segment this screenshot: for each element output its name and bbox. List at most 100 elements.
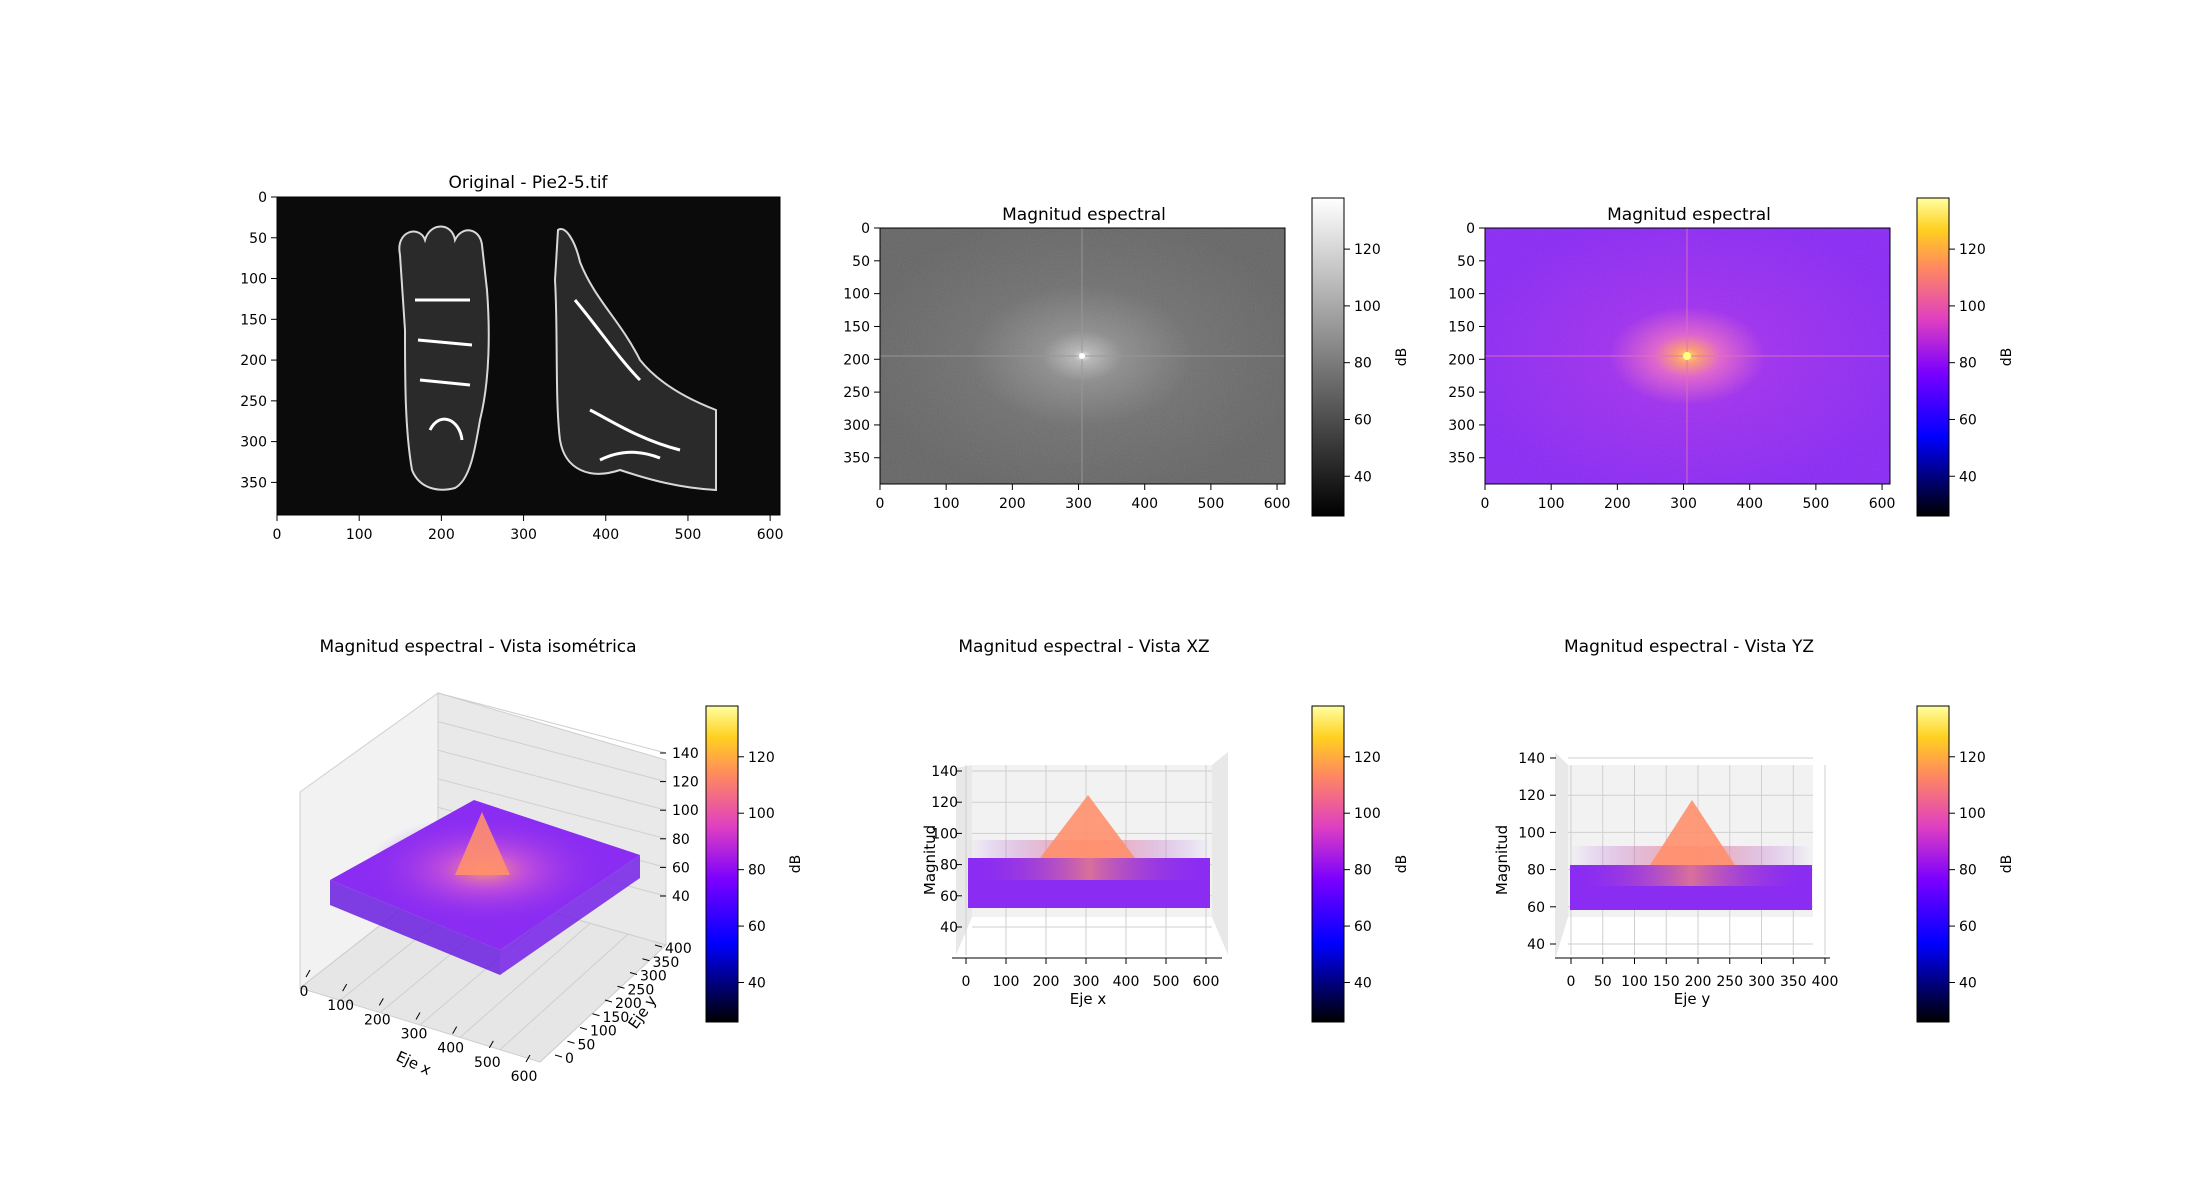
- yz-y-tick-label: 350: [1780, 974, 1807, 990]
- xz-z-tick-label: 40: [940, 920, 958, 936]
- xz-z-tick-label: 60: [940, 889, 958, 905]
- y-tick-label: 100: [1448, 287, 1475, 303]
- xz-x-tick-label: 500: [1153, 974, 1180, 990]
- y-tick-label: 350: [843, 451, 870, 467]
- iso-z-tick-label: 140: [672, 746, 699, 762]
- y-axis-ticks-original: 0 50 100 150 200 250 300 350: [240, 190, 277, 491]
- iso-gridline-x: [499, 933, 629, 1051]
- iso-x-tick: [415, 1012, 421, 1020]
- yz-z-tick-label: 80: [1527, 863, 1545, 879]
- x-axis-ticks-original: 0 100 200 300 400 500 600: [273, 515, 784, 543]
- iso-gridline-x: [539, 944, 667, 1063]
- spectrum-color-peak: [1683, 352, 1691, 360]
- x-tick-label: 500: [675, 527, 702, 543]
- colorbar-gradient: [705, 705, 739, 1023]
- colorbar-tick-label: 80: [1959, 863, 1977, 879]
- colorbar-label: dB: [788, 855, 804, 874]
- colorbar-tick-label: 80: [1354, 863, 1372, 879]
- x-tick-label: 300: [1065, 496, 1092, 512]
- iso-x-tick-label: 100: [327, 998, 354, 1014]
- iso-x-tick-label: 300: [401, 1027, 428, 1043]
- iso-surface-peak: [455, 812, 510, 875]
- colorbar-label: dB: [1394, 855, 1410, 874]
- iso-y-tick: [654, 944, 663, 948]
- colorbar-isometric: 40 60 80 100 120 dB: [705, 705, 804, 1023]
- x-tick-label: 200: [999, 496, 1026, 512]
- panel-title-color: Magnitud espectral: [1607, 205, 1771, 225]
- colorbar-gradient: [1916, 705, 1950, 1023]
- surface-isometric-panel: Magnitud espectral - Vista isométrica 0 1…: [298, 637, 804, 1085]
- colorbar-tick-label: 80: [748, 863, 766, 879]
- x-tick-label: 500: [1803, 496, 1830, 512]
- iso-x-tick: [488, 1040, 494, 1049]
- iso-gridline-z: [437, 692, 667, 754]
- colorbar-gradient: [1916, 197, 1950, 517]
- iso-y-tick-label: 0: [565, 1051, 574, 1067]
- iso-axis-ticks: 0100200300400500600050100150200250300350…: [300, 746, 699, 1085]
- surface-xz-panel: Magnitud espectral - Vista XZ 0 100 200 300…: [921, 637, 1410, 1023]
- yz-y-tick-label: 250: [1716, 974, 1743, 990]
- iso-y-tick: [567, 1040, 575, 1044]
- x-tick-label: 400: [1131, 496, 1158, 512]
- iso-y-tick-label: 150: [603, 1010, 630, 1026]
- colorbar-tick-label: 100: [1959, 806, 1986, 822]
- colorbar-gradient: [1311, 705, 1345, 1023]
- xz-x-tick-label: 0: [962, 974, 971, 990]
- colorbar-tick-label: 40: [1959, 469, 1977, 485]
- iso-gridline-z: [437, 721, 667, 783]
- y-tick-label: 350: [1448, 451, 1475, 467]
- spectrum-gray-panel: Magnitud espectral 0 100 200 300 400 500 600 0…: [843, 197, 1410, 517]
- y-axis-ticks-color: 0 50 100 150 200 250 300 350: [1448, 221, 1485, 467]
- x-tick-label: 100: [933, 496, 960, 512]
- spectrum-gray-peak: [1079, 353, 1085, 359]
- y-tick-label: 250: [843, 385, 870, 401]
- iso-x-tick-label: 400: [437, 1041, 464, 1057]
- iso-z-tick-label: 100: [672, 803, 699, 819]
- iso-y-tick: [592, 1013, 600, 1017]
- y-tick-label: 100: [843, 287, 870, 303]
- y-tick-label: 150: [240, 312, 267, 328]
- colorbar-tick-label: 60: [1959, 412, 1977, 428]
- original-image-panel: Original - Pie2-5.tif 0 100 200 300 400 500 60…: [240, 173, 783, 543]
- yz-surface-peak: [1650, 800, 1735, 865]
- colorbar-tick-label: 100: [1354, 299, 1381, 315]
- yz-y-tick-label: 400: [1812, 974, 1839, 990]
- colorbar-tick-label: 60: [748, 919, 766, 935]
- colorbar-tick-label: 100: [1354, 806, 1381, 822]
- iso-y-tick: [554, 1054, 563, 1058]
- colorbar-tick-label: 120: [1959, 750, 1986, 766]
- iso-x-tick: [342, 983, 348, 992]
- y-tick-label: 200: [240, 353, 267, 369]
- iso-z-tick-label: 120: [672, 775, 699, 791]
- iso-y-tick-label: 250: [628, 982, 655, 998]
- heatmap-color-frame: [1484, 227, 1891, 485]
- x-tick-label: 0: [1481, 496, 1490, 512]
- y-axis-ticks-gray: 0 50 100 150 200 250 300 350: [843, 221, 880, 467]
- xz-surface-peak: [1040, 795, 1135, 858]
- iso-surface-fringe-right: [500, 855, 640, 975]
- colorbar-tick-label: 60: [1354, 412, 1372, 428]
- y-tick-label: 300: [240, 435, 267, 451]
- iso-x-tick: [525, 1054, 531, 1063]
- colorbar-tick-label: 120: [1354, 242, 1381, 258]
- y-tick-label: 300: [843, 418, 870, 434]
- panel-title-xz: Magnitud espectral - Vista XZ: [958, 637, 1209, 657]
- xz-x-tick-label: 300: [1073, 974, 1100, 990]
- iso-y-tick-label: 350: [653, 955, 680, 971]
- yz-y-tick-label: 100: [1621, 974, 1648, 990]
- x-tick-label: 0: [876, 496, 885, 512]
- iso-x-tick: [378, 998, 384, 1006]
- colorbar-yz: 40 60 80 100 120 dB: [1916, 705, 2015, 1023]
- panel-title-isometric: Magnitud espectral - Vista isométrica: [319, 637, 636, 657]
- colorbar-tick-label: 80: [1354, 356, 1372, 372]
- iso-y-tick-label: 50: [578, 1037, 596, 1053]
- colorbar-tick-label: 60: [1354, 919, 1372, 935]
- y-tick-label: 150: [843, 319, 870, 335]
- colorbar-tick-label: 120: [1354, 750, 1381, 766]
- iso-surface-fringe: [330, 880, 500, 975]
- xz-x-tick-label: 600: [1193, 974, 1220, 990]
- colorbar-gray: 40 60 80 100 120 dB: [1311, 197, 1410, 517]
- iso-gridline-z: [437, 778, 667, 840]
- colorbar-tick-label: 40: [748, 976, 766, 992]
